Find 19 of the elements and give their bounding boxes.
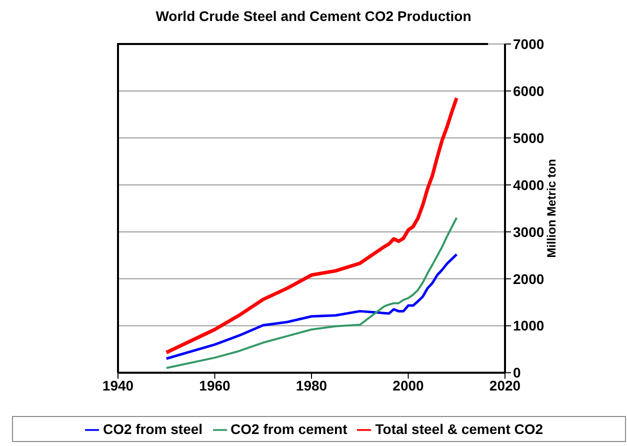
y-axis-title: Million Metric ton <box>544 159 558 258</box>
x-tick-label: 1980 <box>296 378 328 394</box>
x-tick-label: 1940 <box>102 378 134 394</box>
legend-label: Total steel & cement CO2 <box>375 420 544 437</box>
y-tick-label: 5000 <box>513 130 544 146</box>
line-series <box>165 216 458 370</box>
y-tick-label: 4000 <box>513 176 544 193</box>
y-tick-label: 3000 <box>513 224 544 240</box>
line-series <box>165 253 458 360</box>
line-series <box>164 96 458 354</box>
legend-label: CO2 from steel <box>102 420 203 437</box>
y-tick-label: 2000 <box>513 270 544 287</box>
legend-label: CO2 from cement <box>230 420 348 437</box>
y-tick-label: 6000 <box>513 82 544 99</box>
x-tick-label: 1960 <box>199 378 231 394</box>
y-tick-label: 7000 <box>513 36 544 52</box>
y-tick-label: 1000 <box>513 318 544 334</box>
chart-title: World Crude Steel and Cement CO2 Production <box>154 8 472 24</box>
x-tick-label: 2000 <box>392 378 424 394</box>
